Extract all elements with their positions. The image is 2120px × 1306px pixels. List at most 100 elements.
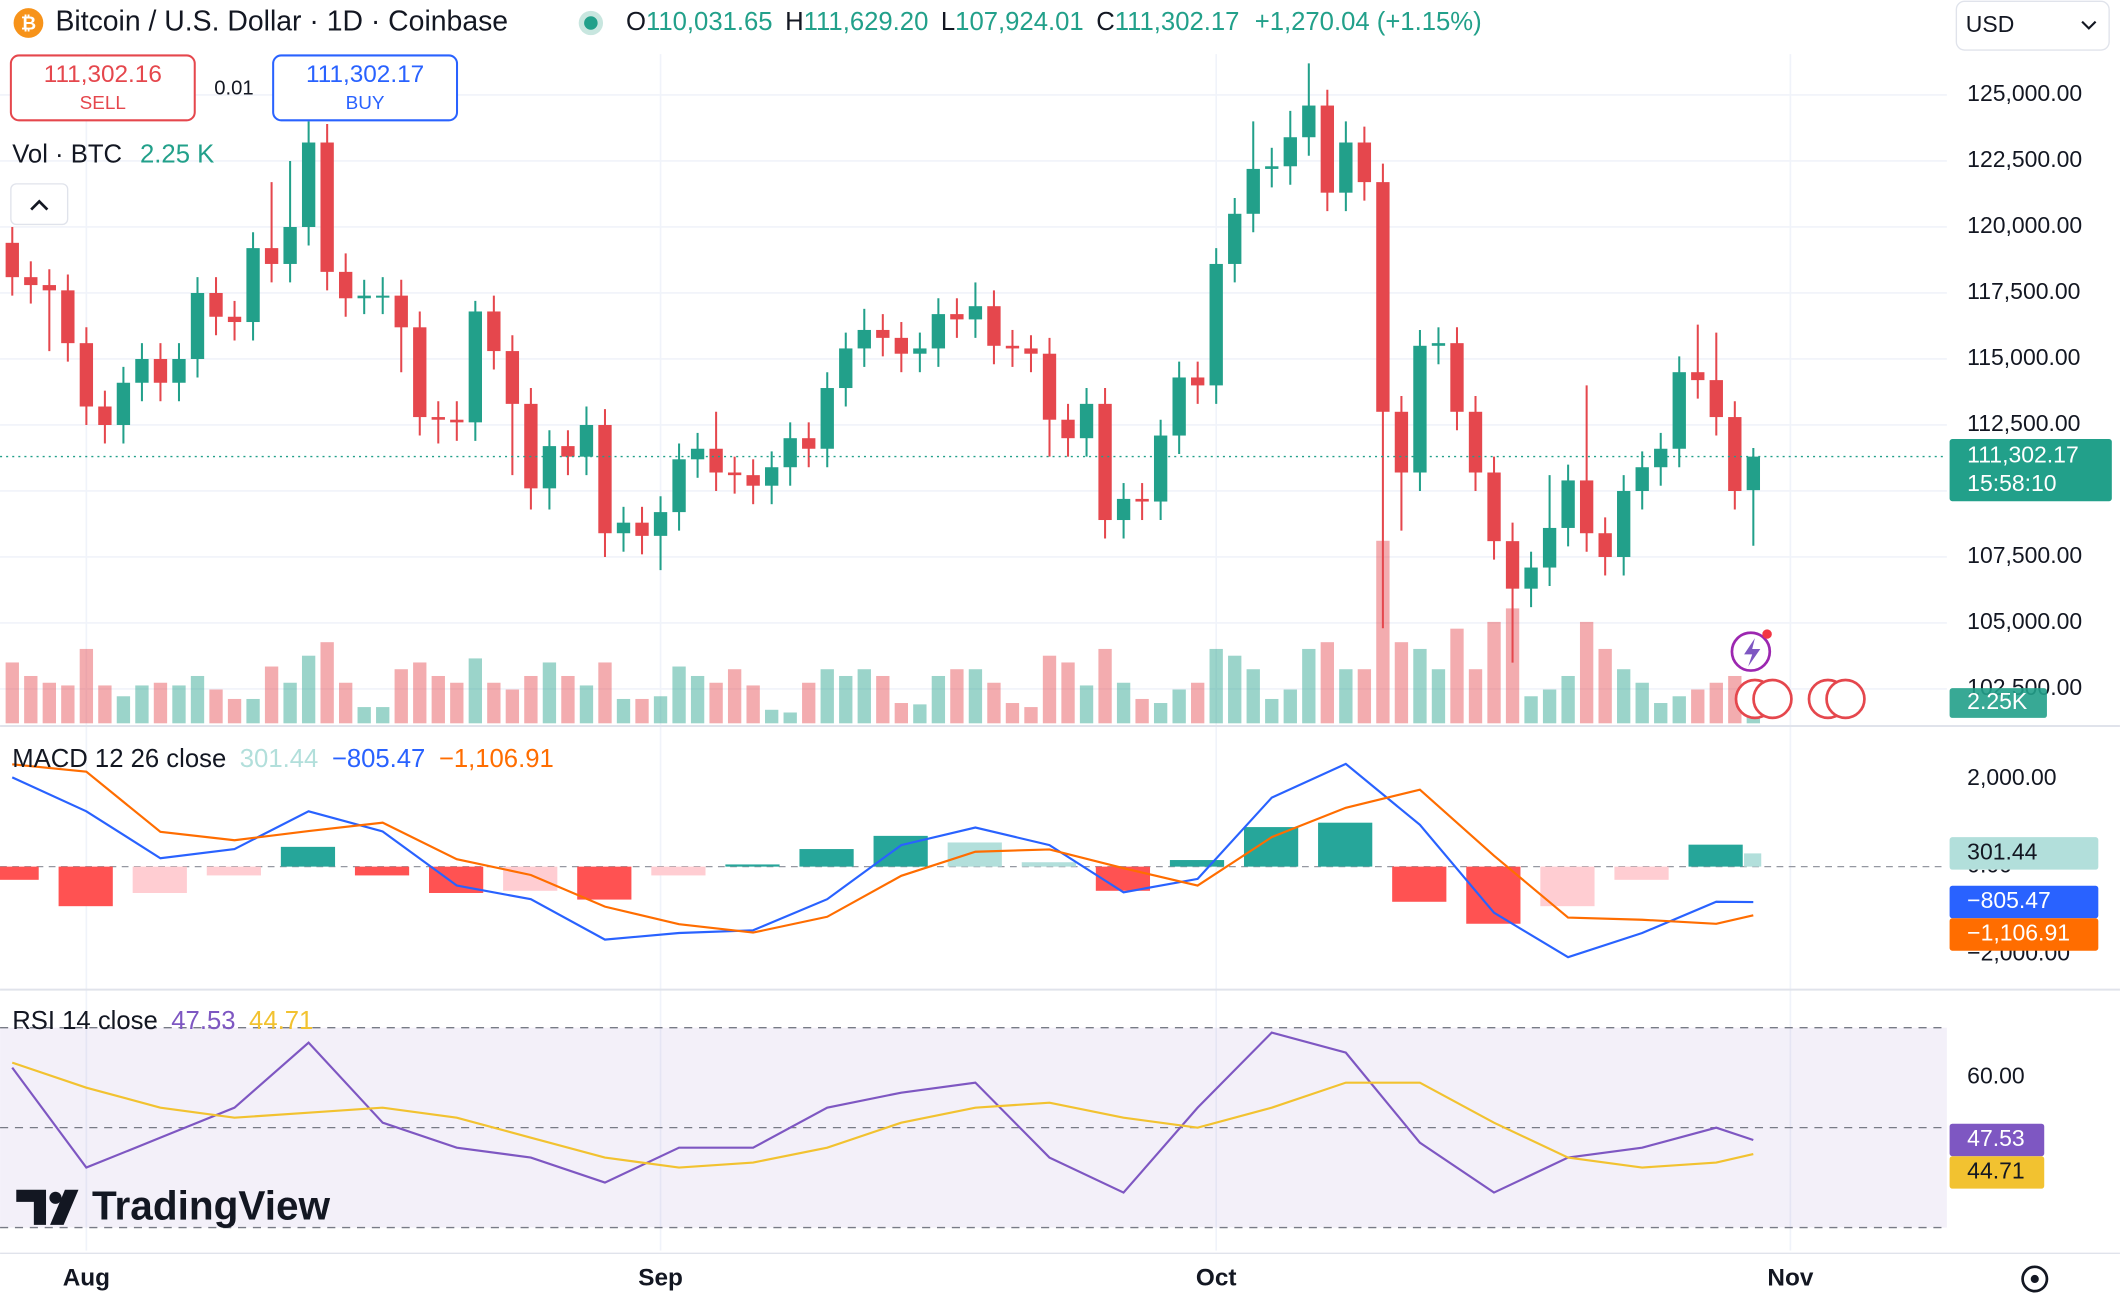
- currency-box[interactable]: [1955, 0, 2110, 51]
- labels-layer: Aug Sep Oct Nov 125,000.00 122,500.00 120,000.…: [12, 80, 2112, 1291]
- candle-body: [857, 329, 871, 349]
- collapse-button[interactable]: [10, 183, 69, 226]
- macd-badge: [1949, 885, 2099, 919]
- candle-body: [413, 327, 427, 418]
- ohlc-value: 107,924.01: [955, 8, 1083, 36]
- volume-bar: [1450, 628, 1464, 724]
- event-icons: [1730, 629, 1866, 720]
- volume-bar: [820, 669, 834, 724]
- buy-box[interactable]: [272, 54, 459, 122]
- volume-bar: [339, 682, 353, 724]
- ohlc-key: H: [785, 8, 804, 36]
- settings-icon: [2030, 1274, 2039, 1284]
- candle-body: [1728, 417, 1742, 491]
- candle-body: [1542, 527, 1557, 568]
- collapse-box[interactable]: [10, 183, 69, 226]
- candle-body: [894, 337, 908, 354]
- candle-body: [1209, 263, 1223, 386]
- candle-body: [561, 446, 575, 457]
- brand: TradingView: [16, 1182, 331, 1228]
- macd-legend-value: 301.44: [240, 745, 319, 773]
- volume-bar: [1561, 675, 1575, 724]
- volume-bar: [320, 642, 334, 724]
- ohlc-value: 111,629.20: [804, 8, 929, 36]
- macd-histogram-bar: [0, 866, 39, 880]
- volume-bar: [968, 669, 983, 724]
- volume-bar: [1116, 682, 1131, 724]
- volume-bar: [468, 658, 482, 724]
- rsi-line: [11, 1061, 1754, 1169]
- candle-body: [635, 522, 649, 536]
- candle-body: [931, 314, 946, 349]
- candle-body: [1339, 142, 1353, 193]
- candle-body: [339, 271, 353, 299]
- candle-body: [1617, 490, 1631, 557]
- candle-body: [765, 467, 779, 486]
- volume-bar: [1339, 669, 1353, 724]
- candle-body: [116, 382, 131, 425]
- volume-bar: [227, 698, 242, 724]
- macd-histogram-bar: [577, 866, 632, 900]
- volume-bar: [1431, 669, 1446, 724]
- volume-bar: [690, 675, 705, 724]
- sell-price[interactable]: 111,302.16: [44, 61, 162, 88]
- volume-bar: [209, 689, 223, 724]
- y-tick-label: 107,500.00: [1967, 542, 2082, 568]
- ohlc-value: 111,302.17: [1115, 8, 1240, 36]
- ohlc-legend: O110,031.65 H111,629.20 L107,924.01 C111…: [626, 8, 1482, 36]
- change: +1,270.04 (+1.15%): [1255, 8, 1482, 36]
- sell-button[interactable]: 111,302.16 SELL: [9, 54, 196, 122]
- buy-label[interactable]: BUY: [346, 93, 385, 114]
- volume-bar: [765, 709, 779, 724]
- volume-bar: [98, 685, 112, 724]
- candle-body: [1283, 137, 1297, 167]
- rsi-line: [11, 1031, 1754, 1194]
- volume-bar: [1505, 608, 1520, 724]
- volume-bar: [598, 662, 612, 724]
- volume-bar: [579, 685, 594, 724]
- macd-histogram-bar: [799, 849, 854, 867]
- sell-label[interactable]: SELL: [80, 93, 126, 114]
- candle-body: [1524, 567, 1538, 589]
- volume-bar: [727, 669, 742, 724]
- candle-body: [802, 438, 816, 449]
- currency-dropdown[interactable]: USD: [1955, 0, 2110, 51]
- candle-body: [913, 348, 927, 354]
- macd-line: [11, 762, 1754, 959]
- volume-bar: [1654, 703, 1668, 724]
- volume-bar: [561, 675, 575, 724]
- buy-button[interactable]: 111,302.17 BUY: [272, 54, 459, 122]
- ohlc-key: L: [941, 8, 955, 36]
- sell-box[interactable]: [9, 54, 196, 122]
- buy-price[interactable]: 111,302.17: [306, 61, 424, 88]
- y-tick-label: 117,500.00: [1967, 278, 2080, 304]
- macd-badge-label: −805.47: [1967, 887, 2051, 913]
- volume-bar: [616, 698, 631, 724]
- macd-histogram-bar: [1540, 866, 1595, 907]
- candle-body: [357, 295, 371, 299]
- volume-bar: [1005, 703, 1020, 724]
- candle-body: [1153, 435, 1168, 502]
- volume-bar: [1209, 648, 1223, 724]
- candle-body: [653, 512, 668, 536]
- volume-bar: [505, 689, 520, 724]
- settings-icon[interactable]: [2021, 1265, 2049, 1293]
- candle-body: [1135, 498, 1149, 502]
- volume-bar: [24, 675, 38, 724]
- y-tick-label: 60.00: [1967, 1063, 2024, 1089]
- rsi-legend: RSI 14 close 47.53 44.71: [12, 1007, 313, 1035]
- candle-body: [227, 316, 242, 323]
- candle-body: [1228, 213, 1242, 264]
- volume-bar: [1042, 655, 1057, 724]
- volume-legend: Vol · BTC 2.25 K: [12, 140, 214, 168]
- currency-label[interactable]: USD: [1966, 11, 2015, 37]
- macd-badge-label: −1,106.91: [1967, 920, 2070, 946]
- volume-bar: [950, 669, 964, 724]
- candle-body: [1561, 480, 1575, 528]
- volume-bar: [1468, 669, 1483, 724]
- candle-body: [783, 438, 797, 468]
- candle-body: [746, 475, 760, 486]
- settings-button[interactable]: [2021, 1265, 2049, 1293]
- volume-bar: [376, 707, 390, 724]
